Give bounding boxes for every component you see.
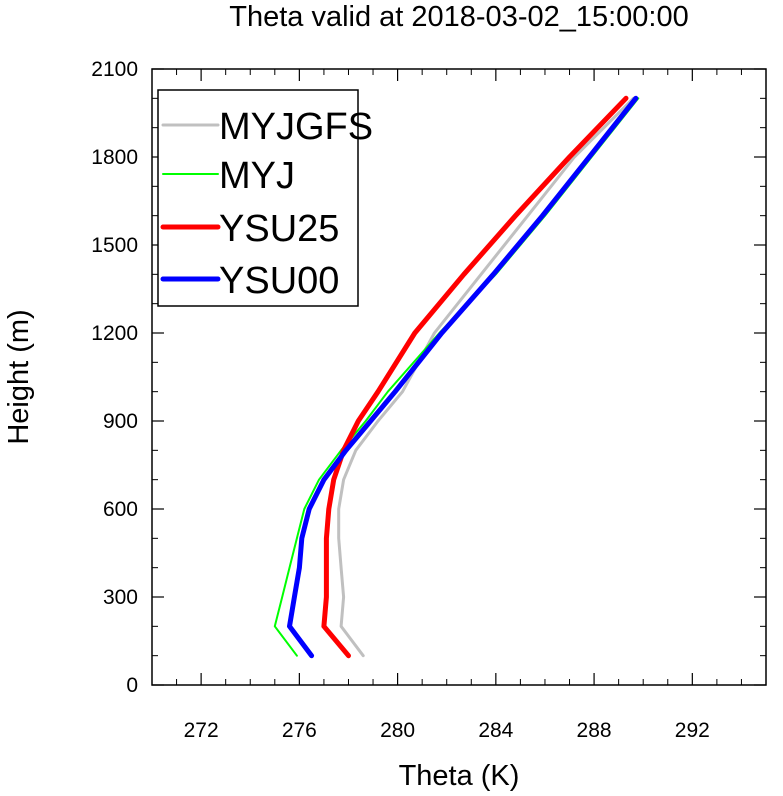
legend-label-myjgfs: MYJGFS: [219, 106, 373, 148]
series-line-myjgfs: [337, 96, 635, 658]
plot-frame: [151, 68, 767, 686]
y-tick-label: 1800: [91, 146, 138, 169]
y-axis-label: Height (m): [3, 309, 35, 444]
legend-label-myj: MYJ: [219, 155, 295, 197]
legend-label-ysu25: YSU25: [219, 208, 339, 250]
x-tick-label: 280: [380, 719, 415, 742]
x-tick-label: 292: [675, 719, 710, 742]
x-axis-label: Theta (K): [399, 760, 520, 792]
series-line-ysu00: [287, 95, 639, 659]
x-tick-label: 276: [282, 719, 317, 742]
x-tick-label: 288: [577, 719, 612, 742]
y-tick-label: 300: [103, 586, 138, 609]
legend: MYJGFS MYJ YSU25 YSU00: [157, 89, 373, 307]
chart-title: Theta valid at 2018-03-02_15:00:00: [229, 1, 689, 33]
series-lines: [273, 95, 640, 659]
y-tick-label: 1200: [91, 322, 138, 345]
x-tick-label: 284: [478, 719, 513, 742]
y-tick-label: 1500: [91, 234, 138, 257]
y-tick-label: 0: [126, 674, 138, 697]
y-tick-label: 600: [103, 498, 138, 521]
tick-labels: 272 276 280 284 288 292 0 300 600 900 1200 1500 1800…: [91, 58, 710, 742]
y-tick-label: 900: [103, 410, 138, 433]
series-line-ysu25: [321, 95, 629, 659]
x-tick-label: 272: [184, 719, 219, 742]
y-tick-label: 2100: [91, 58, 138, 81]
legend-label-ysu00: YSU00: [219, 260, 339, 302]
